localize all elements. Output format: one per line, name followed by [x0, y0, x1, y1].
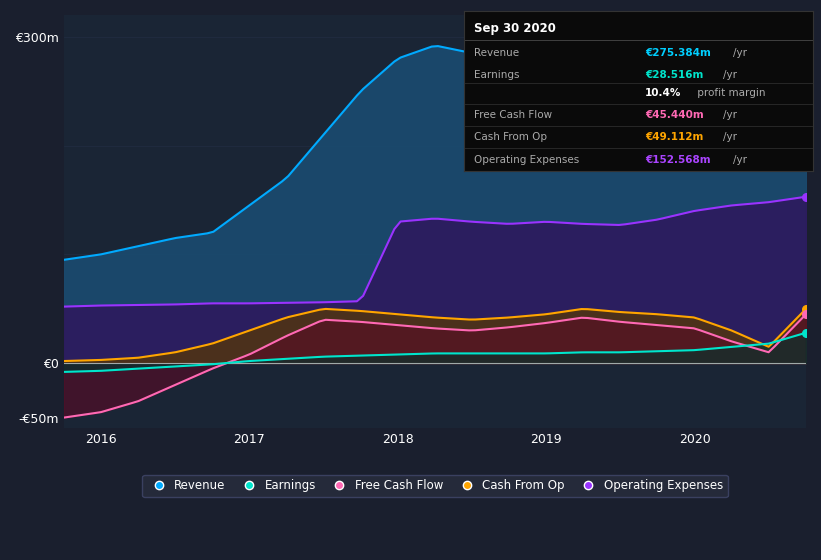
- Text: /yr: /yr: [723, 70, 737, 80]
- Text: profit margin: profit margin: [695, 88, 766, 98]
- Text: €28.516m: €28.516m: [645, 70, 704, 80]
- Text: Earnings: Earnings: [475, 70, 520, 80]
- Legend: Revenue, Earnings, Free Cash Flow, Cash From Op, Operating Expenses: Revenue, Earnings, Free Cash Flow, Cash …: [142, 474, 727, 497]
- Text: €45.440m: €45.440m: [645, 110, 704, 120]
- Point: [800, 304, 813, 313]
- Point: [800, 59, 813, 68]
- Text: Free Cash Flow: Free Cash Flow: [475, 110, 553, 120]
- Text: Operating Expenses: Operating Expenses: [475, 155, 580, 165]
- Text: /yr: /yr: [723, 133, 737, 142]
- Point: [800, 328, 813, 337]
- Text: 10.4%: 10.4%: [645, 88, 681, 98]
- Text: €152.568m: €152.568m: [645, 155, 711, 165]
- Point: [800, 192, 813, 201]
- Text: €49.112m: €49.112m: [645, 133, 704, 142]
- Text: /yr: /yr: [733, 155, 747, 165]
- Text: Cash From Op: Cash From Op: [475, 133, 548, 142]
- Text: Sep 30 2020: Sep 30 2020: [475, 22, 556, 35]
- Text: /yr: /yr: [733, 48, 747, 58]
- Text: Revenue: Revenue: [475, 48, 520, 58]
- Point: [800, 310, 813, 319]
- Text: /yr: /yr: [723, 110, 737, 120]
- Text: €275.384m: €275.384m: [645, 48, 711, 58]
